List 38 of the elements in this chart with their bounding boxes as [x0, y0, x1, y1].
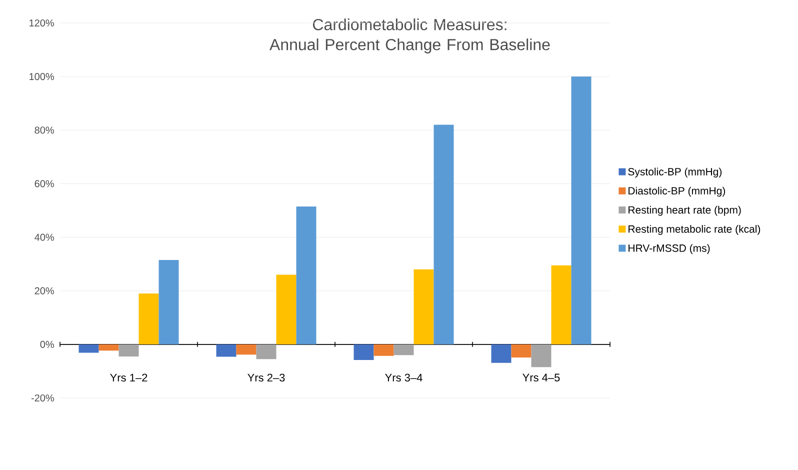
bar [78, 344, 99, 353]
chart-title: Cardiometabolic Measures: Annual Percent Change From Baseline [270, 18, 550, 54]
bar [276, 274, 296, 344]
y-tick-label: 40% [34, 234, 54, 241]
legend-label: Systolic-BP (mmHg) [628, 168, 722, 178]
x-tick-label: Yrs 1–2 [110, 374, 148, 382]
bar [216, 344, 236, 357]
x-tick-label: Yrs 2–3 [248, 374, 285, 382]
legend-label: Diastolic-BP (mmHg) [628, 186, 726, 197]
bar [571, 76, 592, 344]
bar [138, 294, 159, 344]
bar [118, 344, 139, 356]
bar [434, 124, 454, 344]
bar [98, 344, 119, 351]
bar [511, 344, 532, 358]
bar [296, 206, 316, 344]
y-tick-label: 60% [34, 180, 54, 188]
bar [531, 344, 552, 368]
legend-label: Resting metabolic rate (kcal) [628, 225, 760, 235]
y-tick-label: 120% [30, 19, 54, 27]
bar [236, 344, 256, 355]
x-tick-label: Yrs 4–5 [522, 374, 560, 382]
y-tick-label: 80% [34, 126, 54, 134]
bar [256, 344, 276, 360]
bar [491, 344, 512, 363]
x-tick-label: Yrs 3–4 [385, 374, 422, 382]
y-tick-label: -20% [31, 394, 54, 402]
bar [374, 344, 394, 356]
legend-label: HRV-rMSSD (ms) [628, 244, 710, 254]
bar [551, 265, 572, 344]
y-tick-label: 20% [34, 287, 54, 294]
bar [414, 269, 434, 344]
legend-label: Resting heart rate (bpm) [628, 206, 741, 216]
y-tick-label: 100% [30, 73, 54, 80]
y-tick-label: 0% [40, 340, 54, 348]
bar [158, 260, 179, 344]
bar [354, 344, 374, 360]
bar [394, 344, 414, 356]
